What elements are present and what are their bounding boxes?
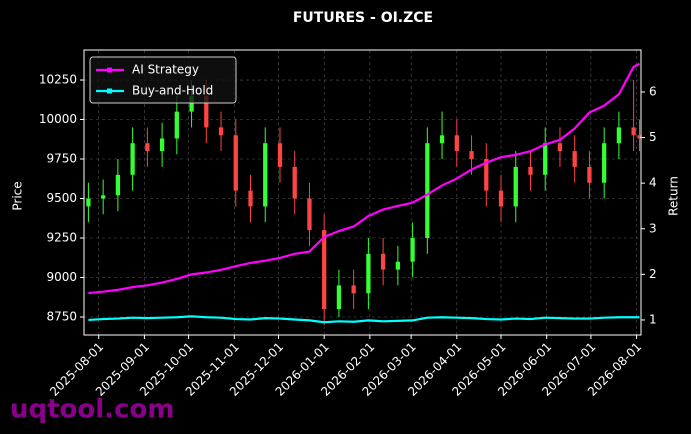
legend-marker bbox=[107, 88, 112, 94]
legend-label: Buy-and-Hold bbox=[132, 84, 213, 98]
candle-body bbox=[528, 166, 533, 175]
y-tick-label: 9250 bbox=[46, 230, 77, 244]
legend-label: AI Strategy bbox=[132, 63, 199, 77]
candle-body bbox=[115, 174, 121, 196]
candle-body bbox=[557, 143, 563, 152]
plot-frame bbox=[83, 49, 642, 336]
candle-body bbox=[631, 127, 636, 136]
candle-body bbox=[130, 143, 135, 175]
candle-body bbox=[263, 143, 268, 207]
y-axis-label: Price bbox=[11, 181, 25, 210]
candle-body bbox=[425, 143, 430, 238]
series-line bbox=[88, 315, 640, 324]
candle-body bbox=[366, 253, 371, 294]
candle-body bbox=[351, 285, 356, 294]
candle-body bbox=[277, 143, 283, 167]
legend-box bbox=[89, 56, 237, 104]
candle-body bbox=[101, 195, 106, 199]
candle-body bbox=[336, 285, 342, 310]
y2-axis-label: Return bbox=[667, 176, 681, 216]
y-tick-label: 8750 bbox=[46, 309, 77, 323]
candle-body bbox=[189, 95, 194, 112]
candle-body bbox=[454, 135, 459, 152]
candle-body bbox=[572, 151, 577, 167]
candle-body bbox=[86, 198, 91, 207]
y-tick-label: 9000 bbox=[46, 270, 77, 284]
candle-body bbox=[380, 253, 386, 270]
y-tick-label: 9500 bbox=[46, 191, 77, 205]
candle-body bbox=[204, 95, 209, 128]
candle-body bbox=[587, 166, 592, 183]
candle-body bbox=[616, 127, 622, 144]
y2-tick-label: 6 bbox=[649, 84, 657, 98]
candle-body bbox=[543, 143, 548, 175]
candle-body bbox=[248, 190, 253, 207]
y-tick-label: 10250 bbox=[39, 73, 77, 87]
candle-body bbox=[218, 127, 224, 136]
candle-body bbox=[322, 230, 327, 310]
y2-tick-label: 4 bbox=[649, 176, 657, 190]
candle-body bbox=[395, 261, 401, 270]
candle-body bbox=[292, 166, 297, 199]
candle-body bbox=[145, 143, 150, 152]
candle-body bbox=[602, 143, 607, 183]
candle-body bbox=[439, 135, 445, 144]
candle-body bbox=[174, 111, 179, 139]
candle-body bbox=[410, 237, 415, 262]
watermark: uqtool.com bbox=[10, 395, 174, 425]
y2-tick-label: 1 bbox=[649, 312, 657, 326]
legend-marker bbox=[107, 67, 112, 73]
y2-tick-label: 5 bbox=[649, 130, 657, 144]
candle-body bbox=[637, 135, 642, 139]
candle-body bbox=[307, 198, 312, 231]
series-line bbox=[88, 62, 641, 295]
y-tick-label: 10000 bbox=[39, 112, 77, 126]
candle-body bbox=[484, 159, 489, 191]
y2-tick-label: 3 bbox=[649, 221, 657, 235]
candle-body bbox=[469, 151, 474, 160]
candle-body bbox=[513, 166, 518, 207]
y2-tick-label: 2 bbox=[649, 267, 657, 281]
candle-body bbox=[159, 138, 165, 152]
chart-title: FUTURES - OI.ZCE bbox=[293, 10, 433, 26]
candle-body bbox=[233, 135, 238, 191]
y-tick-label: 9750 bbox=[46, 152, 77, 166]
candle-body bbox=[498, 190, 504, 207]
